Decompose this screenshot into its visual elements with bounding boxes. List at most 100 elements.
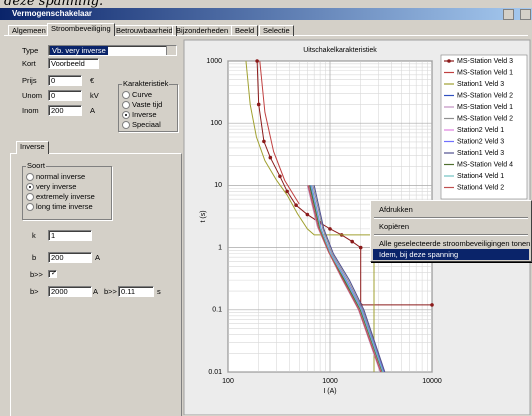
legend-label: Station2 Veld 3	[457, 138, 504, 145]
radio-label: long time inverse	[36, 202, 93, 211]
y-tick-label: 0.01	[208, 369, 222, 376]
label: b>>	[30, 270, 43, 279]
data-point	[305, 212, 310, 217]
x-tick-label: 100	[222, 378, 234, 385]
data-point	[255, 59, 259, 63]
legend-label: Station4 Veld 1	[457, 173, 504, 180]
select[interactable]: Vb. very inverse	[48, 45, 177, 56]
select-value: Vb. very inverse	[50, 46, 108, 55]
legend-marker	[447, 59, 451, 63]
radio-button[interactable]	[122, 101, 130, 109]
legend-label: MS-Station Veld 1	[457, 69, 513, 76]
text-input[interactable]: 200	[48, 252, 92, 263]
menu-separator	[374, 234, 528, 236]
series-line	[311, 185, 385, 372]
radio-label: Vaste tijd	[132, 100, 163, 109]
radio-label: very inverse	[36, 182, 77, 191]
label: €	[90, 76, 95, 85]
radio-button[interactable]	[26, 203, 34, 211]
select-arrow[interactable]	[166, 46, 176, 55]
minimize-button[interactable]	[503, 9, 514, 20]
group-box	[22, 166, 112, 220]
window-title: Vermogenschakelaar	[12, 9, 93, 18]
label: Prijs	[22, 76, 37, 85]
data-point	[262, 139, 266, 144]
y-tick-label: 1000	[206, 58, 222, 65]
x-axis-label: I (A)	[323, 388, 336, 395]
legend-label: Station4 Veld 2	[457, 184, 504, 191]
text-input[interactable]: Voorbeeld	[48, 58, 99, 69]
radio-button[interactable]	[122, 121, 130, 129]
label: A	[95, 253, 101, 262]
legend-label: MS-Station Veld 2	[457, 92, 513, 99]
text-input[interactable]: 0	[48, 75, 82, 86]
x-tick-label: 10000	[422, 378, 442, 385]
tab[interactable]: Beeld	[231, 25, 259, 36]
text-input[interactable]: 1	[48, 230, 92, 241]
data-point	[285, 189, 289, 194]
data-point	[358, 245, 363, 250]
legend-label: Station1 Veld 3	[457, 150, 504, 157]
menu-item[interactable]: Afdrukken	[379, 205, 413, 214]
series-line	[313, 185, 386, 372]
y-tick-label: 0.1	[212, 307, 222, 314]
label: Inom	[22, 106, 39, 115]
menu-separator	[374, 217, 528, 219]
text-input[interactable]: 0	[48, 90, 82, 101]
radio-button[interactable]	[26, 183, 34, 191]
checkbox[interactable]: ✓	[48, 270, 57, 278]
close-button[interactable]	[520, 9, 531, 20]
x-tick-label: 1000	[322, 378, 338, 385]
label: k	[32, 231, 36, 240]
legend-label: MS-Station Veld 3	[457, 58, 513, 65]
label: b>	[30, 287, 39, 296]
series-line	[307, 185, 382, 372]
label: Kort	[22, 59, 36, 68]
data-point	[294, 203, 298, 208]
radio-button[interactable]	[26, 193, 34, 201]
label: A	[93, 287, 99, 296]
subtab-panel	[10, 153, 182, 416]
data-point	[350, 239, 354, 244]
tab[interactable]: Stroombeveiliging	[47, 23, 115, 36]
radio-label: Inverse	[132, 110, 157, 119]
radio-button[interactable]	[122, 91, 130, 99]
y-tick-label: 10	[214, 182, 222, 189]
y-tick-label: 100	[210, 120, 222, 127]
radio-button[interactable]	[26, 173, 34, 181]
data-point	[256, 102, 261, 107]
series-line	[259, 61, 300, 205]
menu-item[interactable]: Kopiëren	[379, 222, 410, 231]
radio-label: extremely inverse	[36, 192, 95, 201]
text-input[interactable]: 0.11	[118, 286, 154, 297]
legend-label: Station1 Veld 3	[457, 81, 504, 88]
label: Type	[22, 46, 39, 55]
menu-item[interactable]: Idem, bij deze spanning	[373, 249, 529, 260]
y-axis-label: t (s)	[200, 210, 207, 222]
label: A	[90, 106, 96, 115]
label: b	[32, 253, 37, 262]
data-point	[278, 174, 282, 179]
label: Unom	[22, 91, 43, 100]
legend-label: Station2 Veld 1	[457, 127, 504, 134]
label: s	[157, 287, 161, 296]
subtab[interactable]: Inverse	[16, 141, 49, 154]
group-label: Soort	[26, 161, 46, 170]
radio-label: normal inverse	[36, 172, 86, 181]
radio-button[interactable]	[122, 111, 130, 119]
menu-item[interactable]: Alle geselecteerde stroombeveiligingen t…	[379, 239, 531, 248]
text-input[interactable]: 200	[48, 105, 82, 116]
series-line	[312, 185, 385, 372]
group-label: Karakteristiek	[122, 79, 170, 88]
series-line	[245, 61, 375, 372]
data-point	[328, 227, 332, 231]
caption: deze spanning.	[4, 0, 104, 9]
series-line	[309, 185, 383, 372]
legend-box	[440, 54, 528, 200]
legend-label: MS-Station Veld 2	[457, 115, 513, 122]
chart-title: Uitschakelkarakteristiek	[303, 47, 377, 54]
text-input[interactable]: 2000	[48, 286, 92, 297]
legend-label: MS-Station Veld 1	[457, 104, 513, 111]
tab[interactable]: Selectie	[259, 25, 294, 36]
label: kV	[90, 91, 99, 100]
